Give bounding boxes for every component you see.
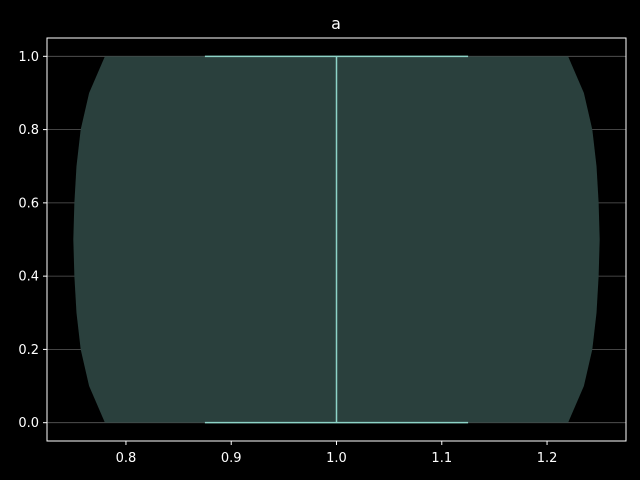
y-tick-label: 0.8: [18, 123, 39, 138]
x-tick-label: 1.0: [326, 451, 347, 466]
chart-title: a: [331, 14, 341, 33]
y-tick-label: 0.0: [18, 416, 39, 431]
violin-series: [73, 55, 600, 424]
y-tick-label: 0.4: [18, 270, 39, 285]
y-tick-label: 0.2: [18, 343, 39, 358]
x-tick-label: 0.9: [221, 451, 242, 466]
x-tick-label: 1.2: [537, 451, 558, 466]
ticks: 0.0 0.2 0.4 0.6 0.8 1.0 0.8 0.9 1.0 1.1 1.2: [18, 50, 557, 466]
y-tick-label: 1.0: [18, 50, 39, 65]
y-tick-label: 0.6: [18, 196, 39, 211]
x-tick-label: 1.1: [431, 451, 452, 466]
x-tick-label: 0.8: [116, 451, 137, 466]
